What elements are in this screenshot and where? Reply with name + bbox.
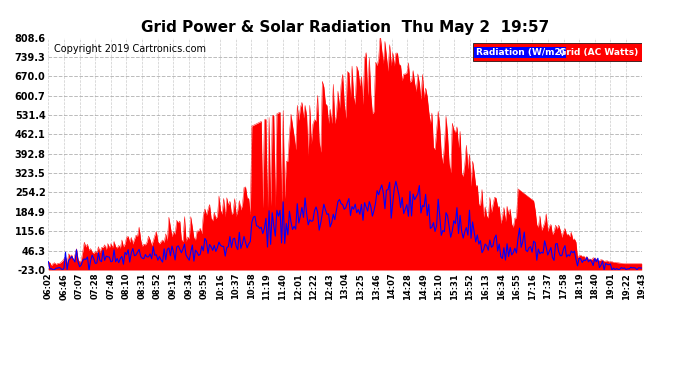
Text: Grid (AC Watts): Grid (AC Watts) [559,48,638,57]
Title: Grid Power & Solar Radiation  Thu May 2  19:57: Grid Power & Solar Radiation Thu May 2 1… [141,20,549,35]
FancyBboxPatch shape [473,44,642,61]
Text: Radiation (W/m2): Radiation (W/m2) [475,48,564,57]
Text: Copyright 2019 Cartronics.com: Copyright 2019 Cartronics.com [55,45,206,54]
